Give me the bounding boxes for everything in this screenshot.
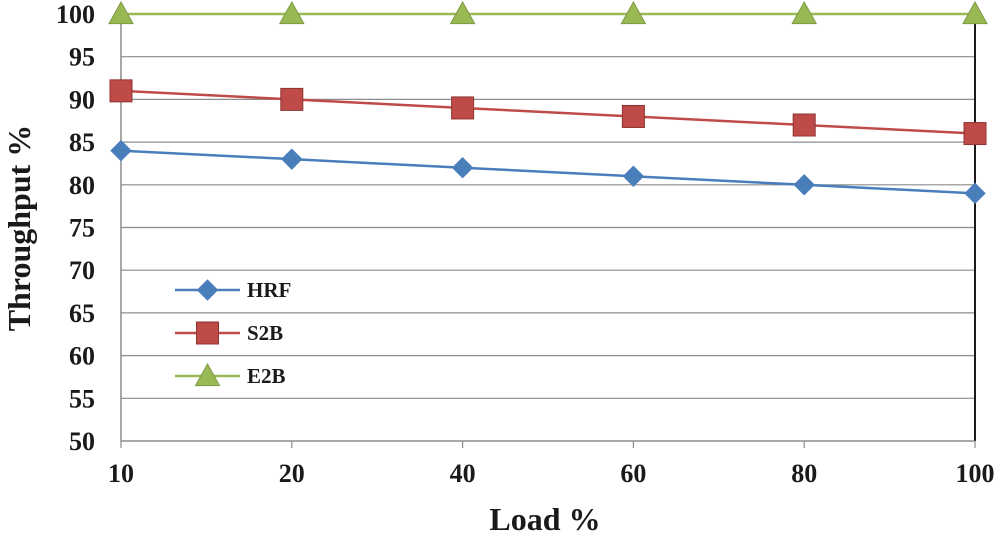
legend-item-hrf: HRF [175,278,291,302]
data-point-hrf [964,182,986,205]
data-point-hrf [110,139,132,162]
legend-label-s2b: S2B [247,321,283,345]
data-point-s2b [280,87,304,111]
series-e2b [108,0,988,25]
x-tick-label: 100 [956,459,995,488]
y-axis-title: Throughput % [1,125,37,332]
data-point-e2b [278,0,305,25]
data-point-e2b [449,0,476,25]
y-tick-label: 70 [69,256,95,285]
series-line-hrf [120,149,976,195]
data-point-hrf [793,174,815,196]
legend-label-hrf: HRF [247,278,291,302]
series-group [108,0,988,205]
y-tick-label: 85 [69,128,95,157]
legend: HRF S2B E2B [175,278,291,388]
x-tick-label: 80 [791,459,817,488]
y-tick-label: 55 [69,384,95,413]
legend-item-e2b: E2B [175,362,286,388]
data-point-hrf [622,165,645,187]
legend-label-e2b: E2B [247,364,286,388]
y-tick-label: 75 [69,214,95,243]
y-tick-label: 95 [69,43,95,72]
series-hrf [110,139,986,205]
data-point-e2b [620,0,647,25]
x-tick-label: 10 [108,459,134,488]
data-point-e2b [962,0,988,25]
x-axis-title: Load % [489,501,600,535]
data-point-hrf [281,148,303,170]
data-point-s2b [621,104,645,128]
legend-marker-s2b [196,321,219,345]
data-point-s2b [451,96,475,120]
data-point-e2b [791,0,818,25]
legend-marker-e2b [194,362,221,387]
y-tick-label: 100 [56,0,95,29]
data-point-s2b [792,113,816,137]
x-tick-label: 20 [279,459,305,488]
x-tick-label: 40 [450,459,476,488]
y-tick-label: 60 [69,342,95,371]
y-tick-label: 65 [69,299,95,328]
x-tick-label: 60 [620,459,646,488]
y-tick-label: 90 [69,85,95,114]
y-tick-labels: 50 55 60 65 70 75 80 85 90 95 100 [56,0,95,456]
legend-item-s2b: S2B [175,321,283,345]
legend-marker-hrf [196,279,219,301]
data-point-e2b [108,0,134,25]
y-tick-label: 50 [69,427,95,456]
data-point-s2b [963,122,987,146]
series-s2b [109,79,987,146]
y-tick-label: 80 [69,171,95,200]
x-tick-labels: 10 20 40 60 80 100 [108,459,995,488]
series-line-s2b [120,89,976,135]
data-point-s2b [109,79,133,103]
data-point-hrf [451,157,474,179]
